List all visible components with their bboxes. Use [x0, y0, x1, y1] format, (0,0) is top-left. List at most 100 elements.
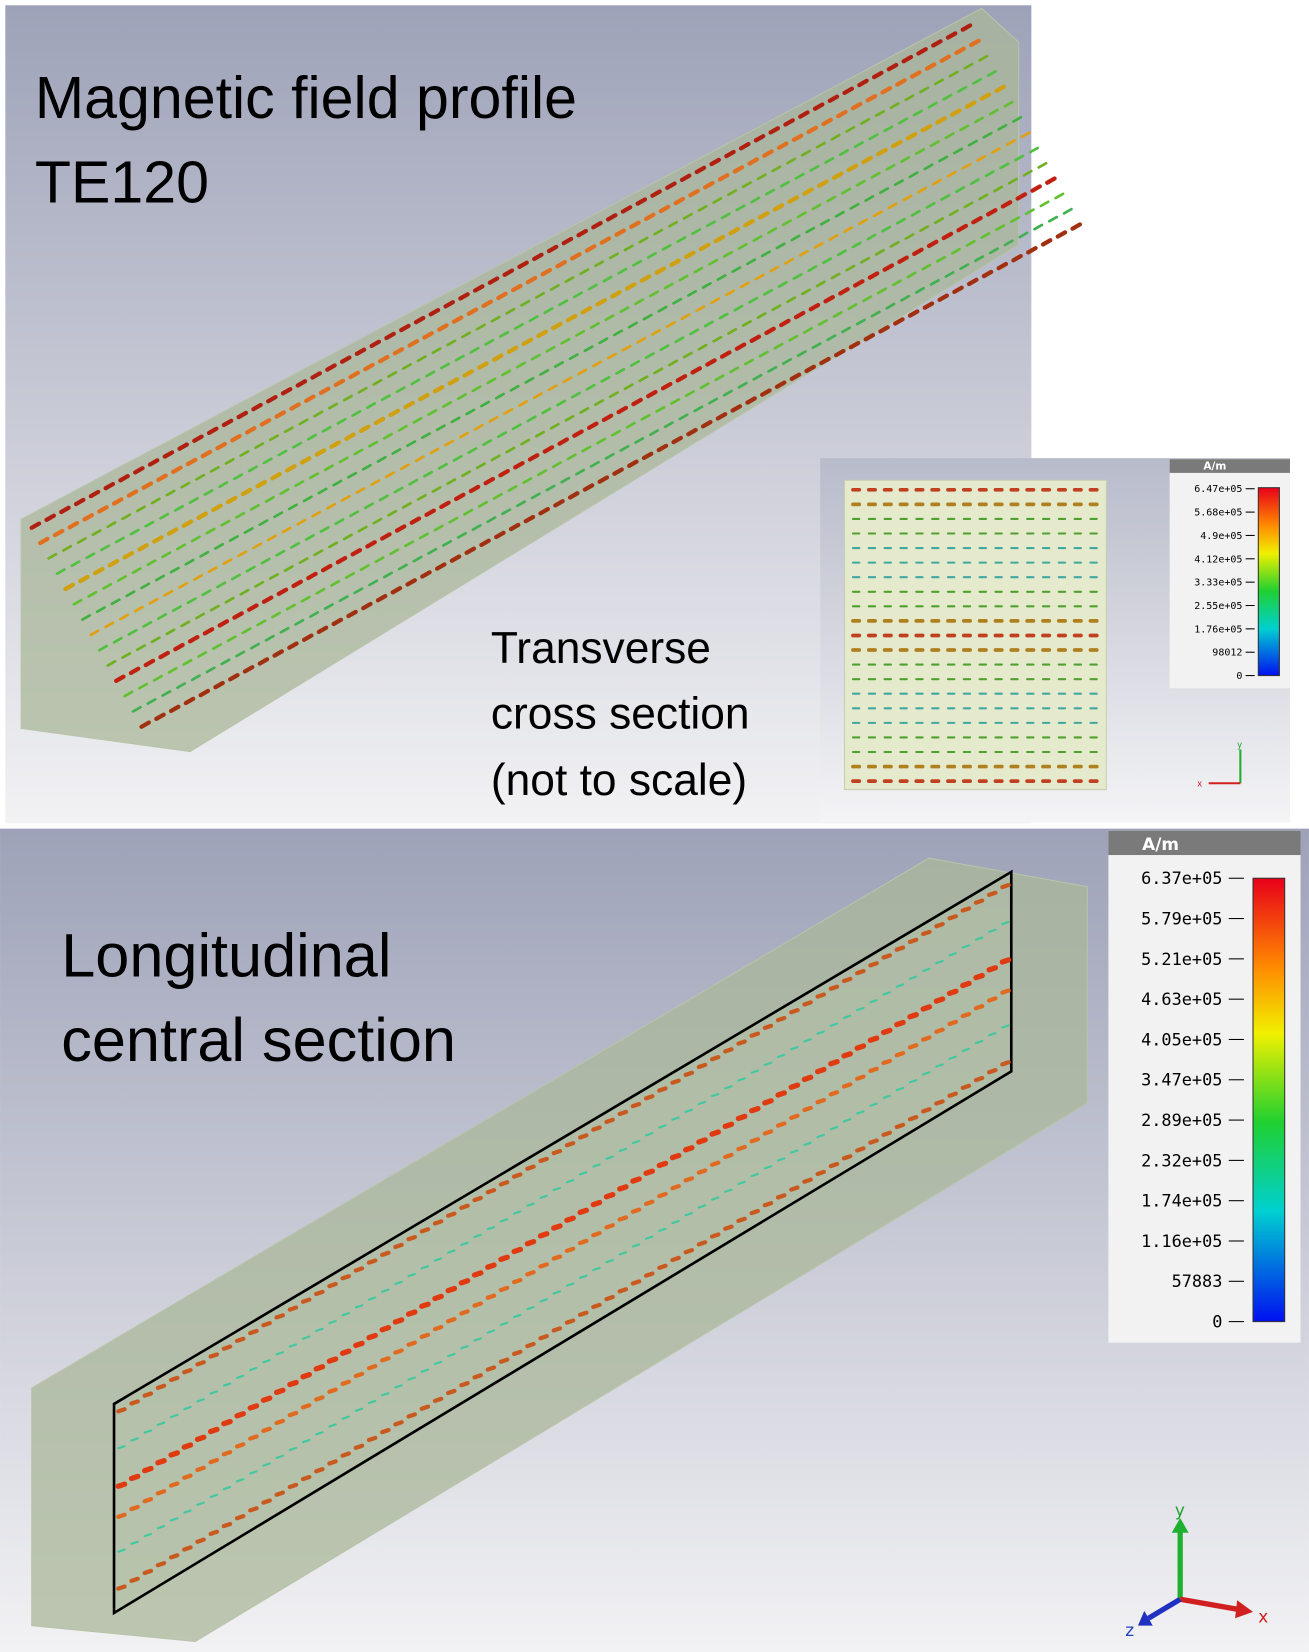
field-arrow [760, 250, 771, 258]
field-arrow [699, 382, 710, 390]
field-arrow [747, 157, 760, 166]
field-arrow [1033, 223, 1044, 231]
field-arrow [420, 570, 432, 579]
field-arrow [208, 1529, 220, 1537]
field-arrow [342, 533, 353, 541]
field-arrow [272, 649, 284, 658]
waveguide-box [20, 7, 1020, 753]
field-arrow [195, 1537, 206, 1544]
field-arrow [268, 434, 279, 442]
field-arrow [833, 348, 846, 358]
field-arrow [177, 442, 189, 451]
field-arrow [222, 1382, 232, 1387]
field-arrow [579, 268, 590, 276]
field-arrow [196, 1398, 205, 1403]
field-arrow [354, 1407, 364, 1412]
field-arrow [684, 250, 696, 260]
field-arrow [560, 337, 571, 345]
field-arrow [942, 93, 953, 101]
field-arrow [577, 1238, 589, 1246]
field-arrow [960, 23, 973, 32]
field-arrow [482, 439, 493, 446]
field-arrow [648, 429, 659, 437]
field-arrow [468, 484, 481, 494]
field-arrow [693, 405, 704, 413]
field-arrow [300, 1403, 312, 1410]
field-arrow [311, 510, 322, 518]
legend-label: 4.05e+05 [1141, 1029, 1222, 1049]
field-arrow [750, 196, 761, 204]
field-arrow [703, 180, 715, 190]
field-arrow [695, 305, 706, 313]
field-arrow [541, 407, 552, 415]
field-arrow [194, 1434, 207, 1442]
field-arrow [644, 1235, 654, 1240]
field-arrow [275, 1454, 284, 1459]
field-arrow [239, 588, 250, 596]
field-arrow [395, 386, 406, 394]
field-arrow [591, 221, 603, 230]
field-arrow [731, 266, 742, 274]
field-arrow [576, 228, 588, 238]
field-arrow [317, 487, 328, 495]
field-arrow [169, 566, 180, 574]
field-arrow [106, 521, 117, 529]
field-arrow [353, 448, 364, 456]
field-arrow [757, 211, 770, 220]
field-arrow [724, 1188, 733, 1193]
field-arrow [485, 1262, 497, 1270]
field-arrow [912, 247, 924, 257]
field-arrow [935, 1063, 944, 1068]
field-arrow [453, 492, 466, 502]
field-arrow [936, 255, 947, 263]
field-arrow [934, 1099, 945, 1106]
field-arrow [85, 552, 96, 560]
field-arrow [974, 116, 985, 124]
field-arrow [485, 1188, 497, 1195]
field-arrow [442, 539, 453, 547]
field-arrow [854, 1043, 867, 1051]
field-arrow [750, 1069, 760, 1074]
field-arrow [325, 502, 336, 510]
field-arrow [463, 508, 474, 516]
field-arrow [860, 256, 871, 264]
field-arrow [988, 928, 997, 933]
field-arrow [301, 1439, 311, 1444]
field-arrow [331, 617, 344, 627]
field-arrow [135, 644, 146, 652]
field-arrow [382, 571, 393, 579]
field-arrow [369, 339, 382, 349]
title-line: Magnetic field profile [35, 64, 577, 131]
field-arrow [314, 1289, 325, 1297]
field-arrow [214, 542, 225, 550]
field-arrow [538, 1334, 549, 1341]
field-arrow [812, 102, 825, 111]
field-arrow [577, 1133, 589, 1140]
field-arrow [883, 125, 894, 133]
axis-arrowhead [1171, 1517, 1189, 1533]
field-arrow [988, 247, 999, 255]
field-arrow [168, 1481, 180, 1488]
field-arrow [608, 391, 619, 399]
field-arrow [380, 532, 392, 541]
field-arrow [203, 489, 214, 496]
field-arrow [87, 590, 98, 598]
field-arrow [361, 463, 372, 471]
field-arrow [848, 340, 861, 350]
field-arrow [433, 1360, 443, 1365]
field-arrow [762, 1023, 774, 1031]
field-arrow [743, 218, 755, 228]
field-arrow [336, 417, 347, 425]
field-arrow [656, 1160, 669, 1169]
field-arrow [914, 286, 925, 294]
field-arrow [828, 984, 840, 991]
field-arrow [974, 255, 985, 263]
field-arrow [606, 352, 617, 360]
field-arrow [372, 378, 383, 386]
field-arrow [724, 149, 736, 159]
field-arrow [344, 572, 355, 579]
field-arrow [832, 311, 843, 318]
field-arrow [142, 1497, 154, 1504]
field-arrow [377, 354, 390, 364]
field-arrow [393, 1348, 404, 1355]
